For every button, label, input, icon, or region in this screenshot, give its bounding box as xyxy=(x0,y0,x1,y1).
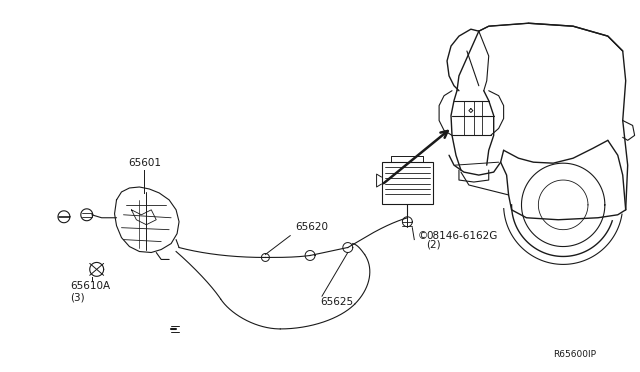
Text: 08146-6162G: 08146-6162G xyxy=(426,231,497,241)
Bar xyxy=(381,162,433,204)
Text: (2): (2) xyxy=(426,240,441,250)
Text: (3): (3) xyxy=(70,292,84,302)
Text: 65610A: 65610A xyxy=(70,281,110,291)
Text: 65601: 65601 xyxy=(128,158,161,168)
Text: 65625: 65625 xyxy=(320,297,353,307)
Text: R65600IP: R65600IP xyxy=(553,350,596,359)
Text: 65620: 65620 xyxy=(295,222,328,232)
Text: ©: © xyxy=(417,231,428,241)
